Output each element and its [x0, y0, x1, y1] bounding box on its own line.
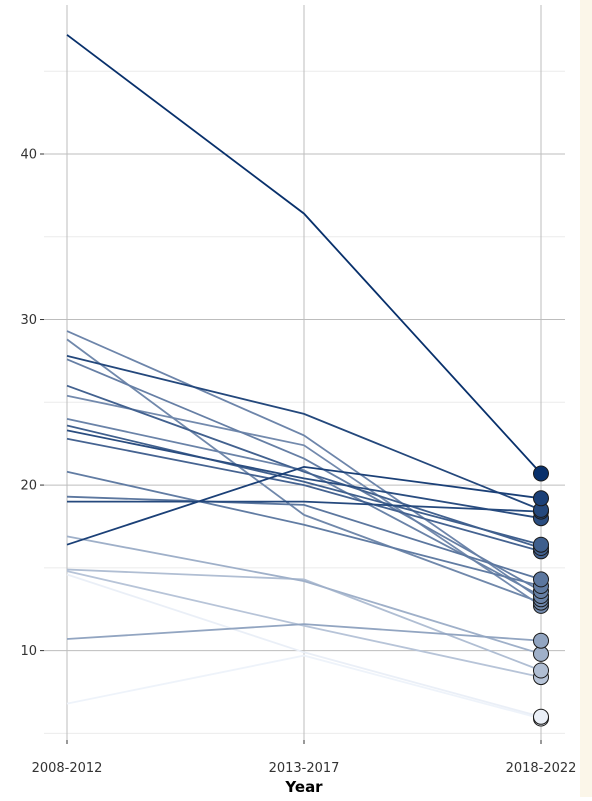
data-point [533, 571, 549, 588]
series-line [66, 470, 542, 587]
end-points [533, 465, 549, 727]
series-line [66, 424, 542, 546]
series-line [66, 573, 542, 718]
series-line [66, 384, 542, 549]
series-line [66, 568, 542, 672]
side-panel-edge [580, 0, 592, 797]
series-line [66, 330, 542, 601]
y-tick-label: 10 [20, 644, 37, 659]
series-line [66, 623, 542, 642]
series-line [66, 34, 542, 475]
data-point [533, 708, 549, 725]
series-line [66, 338, 542, 604]
series-lines [66, 34, 542, 720]
series-line [66, 465, 542, 546]
series-line [66, 358, 542, 592]
x-axis-title: Year [284, 778, 323, 796]
axes: 10 20 30 40 2008-2012 2013-2017 2018-2022 Year [20, 147, 576, 796]
series-line [66, 495, 542, 581]
data-point [533, 662, 549, 679]
x-tick-label: 2018-2022 [506, 761, 577, 776]
x-tick-label: 2013-2017 [269, 761, 340, 776]
x-tick-label: 2008-2012 [32, 761, 103, 776]
series-line [66, 437, 542, 553]
data-point [533, 632, 549, 649]
series-line [67, 500, 542, 513]
y-tick-label: 30 [20, 313, 37, 328]
data-point [533, 490, 549, 507]
series-line [66, 535, 542, 655]
series-line [66, 570, 542, 678]
data-point [533, 465, 549, 482]
y-tick-label: 40 [20, 147, 37, 162]
series-line [66, 429, 542, 520]
series-line [66, 355, 542, 511]
line-chart: 10 20 30 40 2008-2012 2013-2017 2018-2022 Year [20, 5, 576, 796]
grid [44, 5, 565, 740]
series-line [66, 654, 542, 720]
data-point [533, 536, 549, 553]
y-tick-label: 20 [20, 479, 37, 494]
series-line [66, 394, 542, 607]
